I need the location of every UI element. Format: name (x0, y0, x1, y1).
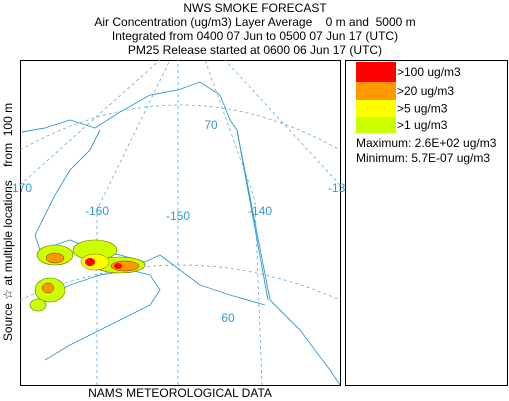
graticule (96, 59, 171, 385)
legend-swatch (356, 82, 396, 100)
legend-swatch (356, 62, 396, 82)
graticule (19, 59, 161, 186)
graticule (224, 59, 341, 186)
graticule (19, 104, 341, 151)
coastline (34, 129, 266, 306)
graticule-label: 60 (221, 311, 235, 325)
legend-label: >100 ug/m3 (397, 65, 461, 79)
map-frame (20, 60, 341, 386)
footer: NAMS METEOROLOGICAL DATA (88, 386, 272, 400)
graticule-label: -150 (166, 209, 190, 223)
legend-label: >20 ug/m3 (397, 84, 454, 98)
legend: >100 ug/m3 >20 ug/m3 >5 ug/m3 >1 ug/m3 (356, 62, 461, 133)
subtitle: PM25 Release started at 0600 06 Jun 17 (… (128, 43, 382, 57)
legend-maximum: Maximum: 2.6E+02 ug/m3 (356, 136, 497, 150)
border (236, 129, 269, 301)
graticule (19, 264, 341, 301)
smoke-plume (29, 239, 146, 312)
legend-swatch (356, 100, 396, 117)
legend-label: >5 ug/m3 (397, 102, 448, 116)
title: NWS SMOKE FORECAST (183, 1, 327, 15)
legend-label: >1 ug/m3 (397, 118, 448, 132)
coastline (39, 269, 161, 361)
subtitle: Integrated from 0400 07 Jun to 0500 07 J… (112, 29, 398, 43)
graticule-label: -160 (85, 204, 109, 218)
source-label: Source ☆ at multiple locations from 100 … (1, 103, 15, 341)
map (19, 59, 341, 386)
legend-swatch (356, 117, 396, 133)
legend-minimum: Minimum: 5.7E-07 ug/m3 (356, 151, 490, 165)
coastline (21, 81, 341, 386)
graticule-label: -170 (8, 181, 32, 195)
graticule-label: 70 (204, 118, 218, 132)
graticule (204, 59, 263, 386)
subtitle: Air Concentration (ug/m3) Layer Average … (94, 15, 415, 29)
graticule-label: -140 (248, 204, 272, 218)
